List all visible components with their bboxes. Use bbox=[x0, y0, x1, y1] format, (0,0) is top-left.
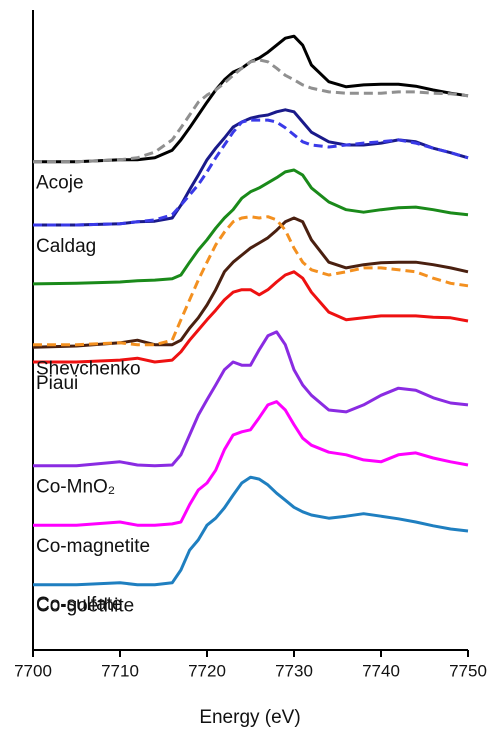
series-label: Acoje bbox=[36, 173, 84, 194]
x-tick-label: 7740 bbox=[362, 661, 400, 680]
x-tick-label: 7730 bbox=[275, 661, 313, 680]
series-label: Piaui bbox=[36, 373, 78, 394]
spectrum-line bbox=[32, 168, 469, 286]
reference-line bbox=[33, 118, 469, 227]
series-label: Co-magnetite bbox=[36, 536, 150, 557]
series-label: Shevchenko bbox=[36, 358, 141, 379]
x-axis-title: Energy (eV) bbox=[199, 707, 300, 728]
spectrum-line bbox=[33, 330, 469, 468]
reference-line bbox=[33, 215, 469, 347]
spectrum-line bbox=[33, 270, 469, 364]
x-tick-label: 7750 bbox=[449, 661, 487, 680]
x-tick-label: 7700 bbox=[14, 661, 52, 680]
series-label: Caldag bbox=[36, 236, 96, 257]
x-tick-label: 7710 bbox=[101, 661, 139, 680]
series-label: Co-sulfate bbox=[36, 594, 123, 615]
spectrum-line bbox=[33, 475, 469, 587]
spectrum-line bbox=[33, 34, 469, 164]
series-label: Co-MnO₂ bbox=[36, 477, 115, 498]
spectrum-line bbox=[33, 108, 469, 227]
spectrum-line bbox=[32, 216, 469, 349]
reference-line bbox=[33, 58, 469, 164]
x-tick-label: 7720 bbox=[188, 661, 226, 680]
spectrum-line bbox=[33, 400, 469, 527]
series-label: Co-goethite bbox=[36, 596, 134, 617]
